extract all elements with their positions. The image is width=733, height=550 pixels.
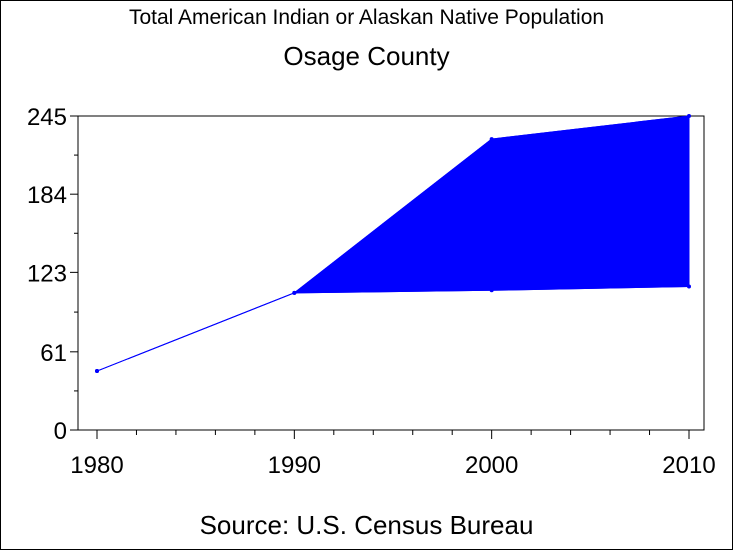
minor-ticks [135,430,651,435]
x-tick-label: 1980 [70,452,123,479]
data-point [489,288,494,293]
plot-area [77,115,705,431]
y-tick-label: 184 [27,182,67,209]
chart-title: Total American Indian or Alaskan Native … [128,6,605,29]
data-point [95,369,99,374]
area-band [292,115,690,294]
data-point [687,284,691,289]
data-point [489,137,494,142]
chart-subtitle: Osage County [283,41,450,71]
y-tick-label: 245 [27,104,67,131]
data-point [292,290,297,295]
series-line-lower [96,285,690,372]
y-tick-label: 61 [40,340,67,367]
data-point [687,114,691,118]
x-tick-label: 2000 [465,452,518,479]
x-tick-label: 1990 [268,452,321,479]
source-note: Source: U.S. Census Bureau [199,510,534,540]
y-tick-label: 0 [54,418,67,445]
x-axis: 1980 1990 2000 2010 [70,430,716,479]
y-tick-label: 123 [27,260,67,287]
x-tick-label: 2010 [662,452,715,479]
y-axis: 0 61 123 184 245 [27,104,78,445]
series-marks [95,114,691,374]
